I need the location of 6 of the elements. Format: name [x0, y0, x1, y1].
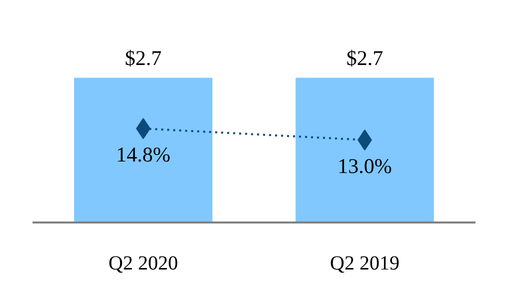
data-label: $2.7 — [124, 46, 162, 70]
data-label: 13.0% — [338, 154, 392, 178]
data-label: 14.8% — [116, 142, 170, 167]
data-label: $2.7 — [346, 46, 384, 70]
x-tick-label: Q2 2019 — [330, 252, 400, 274]
x-tick-label: Q2 2020 — [108, 252, 178, 274]
